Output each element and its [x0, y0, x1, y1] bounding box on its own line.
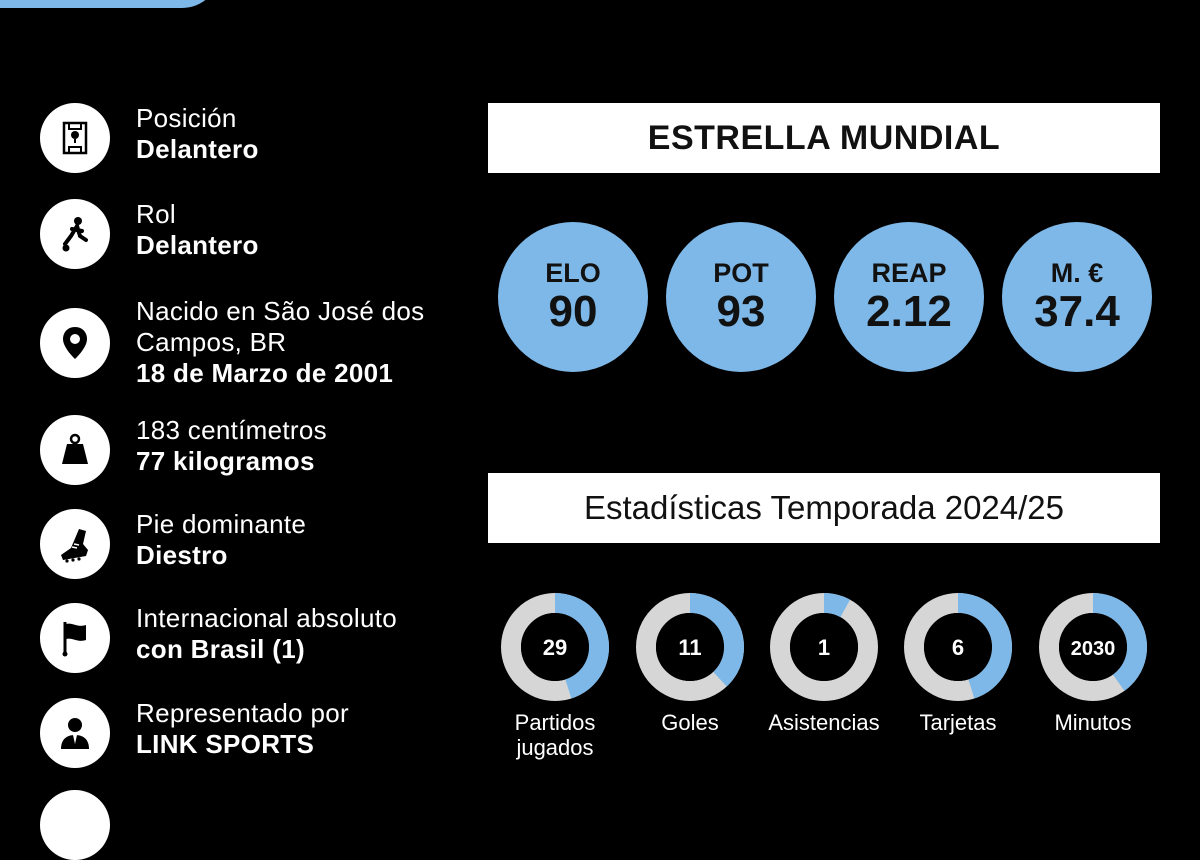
stat-donut-fill — [501, 593, 609, 701]
flag-icon — [40, 603, 110, 673]
rating-elo-label: ELO — [545, 258, 601, 288]
info-international-label: Internacional absoluto — [136, 603, 398, 633]
stat-assists: 1 Asistencias — [754, 592, 894, 735]
info-birth: Nacido en São José dos Campos, BR 18 de … — [40, 296, 424, 389]
info-birth-place-line1: Nacido en São José dos — [136, 296, 425, 326]
stat-donut: 29 — [501, 593, 609, 701]
stat-donut: 1 — [770, 593, 878, 701]
info-role-label: Rol — [136, 199, 176, 229]
stat-donut-fill — [636, 593, 744, 701]
info-foot-value: Diestro — [136, 540, 228, 570]
info-foot-label: Pie dominante — [136, 509, 307, 539]
header-arc-decoration — [0, 0, 220, 8]
stat-donut-fill — [770, 593, 878, 701]
stat-label: Asistencias — [754, 710, 894, 735]
stat-label: Minutos — [1023, 710, 1163, 735]
stat-label-line: Goles — [661, 710, 719, 735]
rating-market-value-value: 37.4 — [1034, 287, 1120, 336]
rating-reap-value: 2.12 — [866, 287, 952, 336]
rating-pot: POT 93 — [666, 222, 816, 372]
season-stats-banner: Estadísticas Temporada 2024/25 — [488, 473, 1160, 543]
stat-label: Goles — [620, 710, 760, 735]
stat-donut-center — [656, 613, 724, 681]
stat-donut-center — [924, 613, 992, 681]
rating-reap: REAP 2.12 — [834, 222, 984, 372]
stat-donut-fill — [1039, 593, 1147, 701]
info-position-label: Posición — [136, 103, 237, 133]
stat-donut: 6 — [904, 593, 1012, 701]
stat-matches: 29 Partidos jugados — [485, 592, 625, 760]
rating-market-value: M. € 37.4 — [1002, 222, 1152, 372]
rating-reap-label: REAP — [871, 258, 947, 288]
stat-donut: 11 — [636, 593, 744, 701]
football-boot-icon — [40, 509, 110, 579]
category-banner: ESTRELLA MUNDIAL — [488, 103, 1160, 173]
stat-label-line: Partidos — [514, 710, 596, 735]
pitch-position-icon — [40, 103, 110, 173]
stat-donut-fill — [904, 593, 1012, 701]
rating-market-value-label: M. € — [1050, 258, 1104, 288]
info-birth-date: 18 de Marzo de 2001 — [136, 358, 394, 388]
info-international-value: con Brasil (1) — [136, 634, 305, 664]
stat-label-line: Asistencias — [768, 710, 880, 735]
info-foot: Pie dominante Diestro — [40, 509, 306, 579]
stat-value: 11 — [678, 635, 701, 660]
info-agent: Representado por LINK SPORTS — [40, 698, 349, 768]
stat-value: 1 — [818, 635, 830, 660]
info-agent-value: LINK SPORTS — [136, 729, 315, 759]
stat-label-line: jugados — [516, 735, 594, 760]
rating-elo-value: 90 — [548, 287, 598, 336]
rating-pot-value: 93 — [716, 287, 766, 336]
info-weight: 77 kilogramos — [136, 446, 315, 476]
stat-donut-center — [790, 613, 858, 681]
info-agent-label: Representado por — [136, 698, 349, 728]
stat-label: Tarjetas — [888, 710, 1028, 735]
stat-value: 29 — [543, 635, 567, 660]
info-role-value: Delantero — [136, 230, 259, 260]
stat-donut-center — [1059, 613, 1127, 681]
stat-cards: 6 Tarjetas — [888, 592, 1028, 735]
stat-donut: 2030 — [1039, 593, 1147, 701]
contract-icon — [40, 790, 110, 860]
info-position-value: Delantero — [136, 134, 259, 164]
info-international: Internacional absoluto con Brasil (1) — [40, 603, 397, 673]
stat-value: 2030 — [1071, 638, 1116, 660]
info-role: Rol Delantero — [40, 199, 259, 269]
rating-elo: ELO 90 — [498, 222, 648, 372]
location-pin-icon — [40, 308, 110, 378]
stat-minutes: 2030 Minutos — [1023, 592, 1163, 735]
stat-label-line: Tarjetas — [919, 710, 997, 735]
agent-icon — [40, 698, 110, 768]
info-birth-place-line2: Campos, BR — [136, 327, 287, 357]
stat-goals: 11 Goles — [620, 592, 760, 735]
stat-donut-center — [521, 613, 589, 681]
stat-label-line: Minutos — [1054, 710, 1132, 735]
rating-pot-label: POT — [713, 258, 769, 288]
info-height: 183 centímetros — [136, 415, 327, 445]
info-position: Posición Delantero — [40, 103, 259, 173]
weight-icon — [40, 415, 110, 485]
stat-value: 6 — [952, 635, 964, 660]
player-kick-icon — [40, 199, 110, 269]
stat-label: Partidos jugados — [485, 710, 625, 760]
info-body: 183 centímetros 77 kilogramos — [40, 415, 327, 485]
